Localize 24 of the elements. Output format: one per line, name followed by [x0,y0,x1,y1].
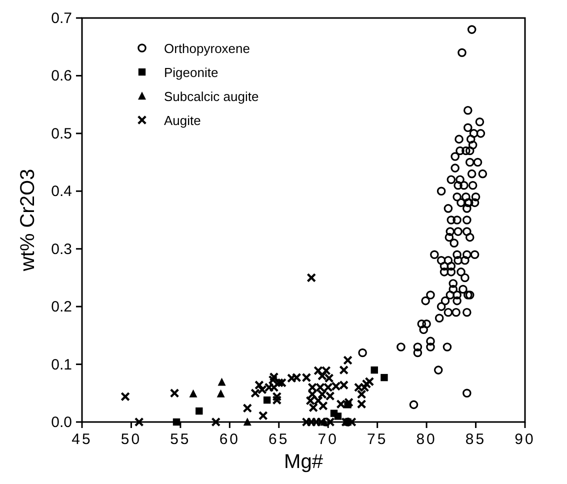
y-tick-label: 0.4 [51,183,72,200]
x-tick-label: 80 [416,431,437,448]
x-tick-label: 85 [465,431,486,448]
y-tick-label: 0.5 [51,125,72,142]
x-tick-label: 90 [514,431,536,448]
y-axis-title: wt% Cr2O3 [17,168,39,272]
x-tick-label: 60 [219,431,240,448]
x-tick-label: 45 [72,431,92,448]
x-tick-label: 50 [120,431,142,448]
legend-label: Subcalcic augite [164,89,259,104]
x-tick-label: 55 [170,431,191,448]
x-tick-label: 75 [366,431,388,448]
legend-label: Pigeonite [164,65,218,80]
legend-label: Augite [164,113,201,128]
y-tick-label: 0.3 [51,240,72,258]
x-tick-label: 70 [318,431,338,448]
y-tick-label: 0.2 [51,298,72,316]
y-tick-label: 0.1 [51,356,72,374]
y-tick-label: 0.7 [51,10,72,27]
x-axis-title: Mg# [284,451,324,473]
legend-label: Orthopyroxene [164,41,250,56]
y-tick-label: 0.6 [51,68,72,85]
x-tick-label: 65 [268,431,290,448]
y-tick-label: 0.0 [51,414,72,431]
